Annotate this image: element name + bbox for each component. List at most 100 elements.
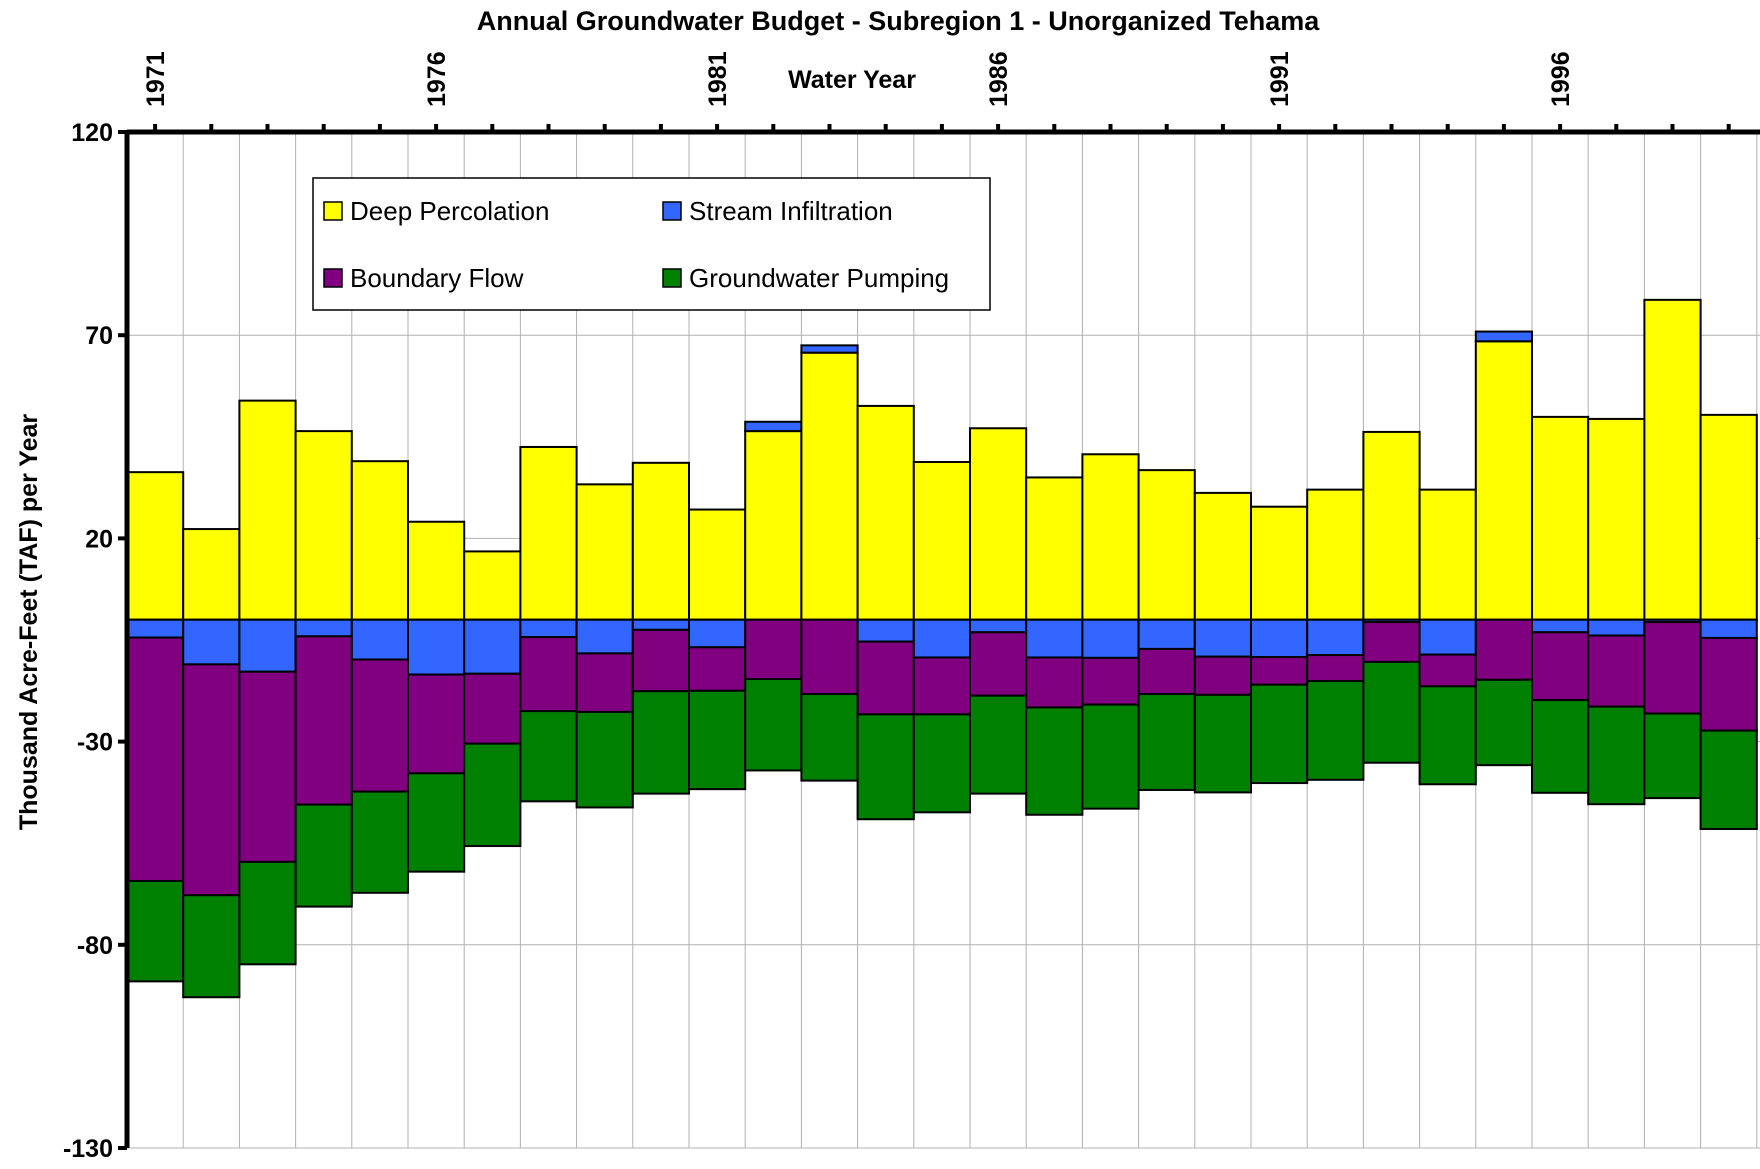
bar-stream-infiltration-1995 — [1474, 330, 1534, 343]
bar-deep-percolation-1998 — [1643, 298, 1702, 621]
bar-deep-percolation-1981 — [688, 508, 747, 621]
legend-swatch-boundary-flow — [323, 268, 343, 288]
bar-stream-infiltration-1988 — [1081, 618, 1140, 659]
bar-groundwater-pumping-1988 — [1081, 703, 1140, 810]
y-tick-label: -130 — [63, 1135, 113, 1163]
bar-stream-infiltration-1984 — [856, 618, 915, 643]
bar-deep-percolation-1994 — [1418, 488, 1477, 621]
legend: Deep Percolation Stream Infiltration Bound… — [312, 177, 991, 311]
axes: 1971 1976 1981 1986 1991 1996 120 70 20 -30 -80 -13… — [63, 51, 1760, 1163]
bar-boundary-flow-1977 — [463, 672, 522, 745]
bar-stream-infiltration-1974 — [294, 618, 353, 638]
bar-deep-percolation-1989 — [1137, 469, 1196, 621]
bar-deep-percolation-1996 — [1531, 415, 1590, 621]
bar-stream-infiltration-1978 — [519, 618, 578, 639]
legend-label: Boundary Flow — [350, 263, 524, 293]
bar-deep-percolation-1987 — [1025, 476, 1084, 621]
bar-groundwater-pumping-1971 — [126, 879, 185, 983]
bar-groundwater-pumping-1974 — [294, 803, 353, 908]
bar-stream-infiltration-1996 — [1531, 618, 1590, 634]
bar-stream-infiltration-1971 — [126, 618, 185, 639]
legend-swatch-deep-percolation — [323, 201, 343, 221]
y-tick-label: 70 — [85, 322, 113, 350]
bar-stream-infiltration-1989 — [1137, 618, 1196, 650]
bar-groundwater-pumping-1990 — [1193, 693, 1253, 794]
legend-label: Stream Infiltration — [689, 196, 893, 226]
bar-boundary-flow-1978 — [519, 636, 578, 713]
y-tick-label: -80 — [77, 932, 113, 960]
bar-boundary-flow-1981 — [688, 646, 747, 692]
bar-boundary-flow-1987 — [1025, 656, 1084, 709]
bar-stream-infiltration-1979 — [575, 618, 634, 655]
bar-stream-infiltration-1997 — [1587, 618, 1646, 637]
bar-deep-percolation-1978 — [519, 445, 578, 621]
bar-stream-infiltration-1987 — [1025, 618, 1084, 659]
bar-boundary-flow-1972 — [182, 663, 241, 897]
bar-groundwater-pumping-1972 — [182, 894, 241, 999]
bar-deep-percolation-1990 — [1193, 491, 1253, 621]
bar-deep-percolation-1979 — [575, 483, 634, 621]
bars — [126, 298, 1758, 999]
bar-deep-percolation-1986 — [969, 427, 1028, 621]
bar-groundwater-pumping-1975 — [350, 790, 409, 894]
bar-deep-percolation-1974 — [294, 430, 353, 621]
bar-groundwater-pumping-1978 — [519, 710, 578, 803]
bar-deep-percolation-1983 — [800, 351, 859, 621]
bar-deep-percolation-1973 — [238, 399, 297, 621]
bar-deep-percolation-1972 — [182, 528, 241, 621]
bar-groundwater-pumping-1973 — [238, 860, 297, 966]
bar-boundary-flow-1995 — [1474, 618, 1534, 681]
chart-title: Annual Groundwater Budget - Subregion 1 … — [477, 6, 1321, 36]
bar-boundary-flow-1983 — [800, 618, 859, 696]
bar-deep-percolation-1984 — [856, 404, 915, 621]
bar-stream-infiltration-1990 — [1193, 618, 1253, 658]
legend-swatch-stream-infiltration — [662, 201, 682, 221]
bar-groundwater-pumping-1992 — [1306, 680, 1365, 781]
y-tick-label: 20 — [85, 525, 113, 553]
x-tick-label: 1981 — [704, 51, 732, 107]
bar-stream-infiltration-1982 — [744, 420, 803, 433]
bar-groundwater-pumping-1982 — [744, 678, 803, 772]
legend-box — [312, 177, 991, 311]
bar-deep-percolation-1988 — [1081, 453, 1140, 621]
bar-boundary-flow-1990 — [1193, 655, 1253, 696]
bar-boundary-flow-1998 — [1643, 621, 1702, 715]
bar-groundwater-pumping-1984 — [856, 713, 915, 821]
bar-boundary-flow-1979 — [575, 652, 634, 713]
bar-stream-infiltration-1992 — [1306, 618, 1365, 657]
bar-boundary-flow-1986 — [969, 631, 1028, 697]
bar-deep-percolation-1985 — [912, 460, 971, 621]
y-tick-label: 120 — [71, 119, 113, 147]
bar-deep-percolation-1980 — [631, 461, 690, 621]
bar-groundwater-pumping-1987 — [1025, 706, 1084, 816]
bar-boundary-flow-1996 — [1531, 631, 1590, 702]
bar-groundwater-pumping-1997 — [1587, 705, 1646, 806]
bar-boundary-flow-1994 — [1418, 653, 1477, 688]
x-tick-label: 1976 — [423, 51, 451, 107]
bar-deep-percolation-1999 — [1699, 413, 1758, 621]
bar-groundwater-pumping-1977 — [463, 742, 522, 848]
bar-deep-percolation-1992 — [1306, 488, 1365, 621]
x-tick-label: 1971 — [142, 51, 170, 107]
x-tick-label: 1986 — [985, 51, 1013, 107]
bar-boundary-flow-1976 — [407, 673, 466, 775]
legend-label: Groundwater Pumping — [689, 263, 949, 293]
bar-stream-infiltration-1976 — [407, 618, 466, 676]
bar-deep-percolation-1975 — [350, 460, 409, 621]
bar-stream-infiltration-1980 — [631, 618, 690, 631]
bar-stream-infiltration-1986 — [969, 618, 1028, 634]
y-axis-label: Thousand Acre-Feet (TAF) per Year — [15, 414, 43, 831]
bar-stream-infiltration-1973 — [238, 618, 297, 673]
bar-groundwater-pumping-1980 — [631, 690, 690, 795]
x-axis-label: Water Year — [788, 66, 916, 94]
bar-stream-infiltration-1991 — [1250, 618, 1309, 659]
bar-groundwater-pumping-1995 — [1474, 678, 1534, 767]
bar-stream-infiltration-1999 — [1699, 618, 1758, 639]
bar-stream-infiltration-1985 — [912, 618, 971, 659]
bar-boundary-flow-1974 — [294, 635, 353, 806]
bar-groundwater-pumping-1991 — [1250, 683, 1309, 785]
bar-deep-percolation-1991 — [1250, 505, 1309, 621]
bar-boundary-flow-1985 — [912, 656, 971, 716]
bar-boundary-flow-1980 — [631, 628, 690, 693]
